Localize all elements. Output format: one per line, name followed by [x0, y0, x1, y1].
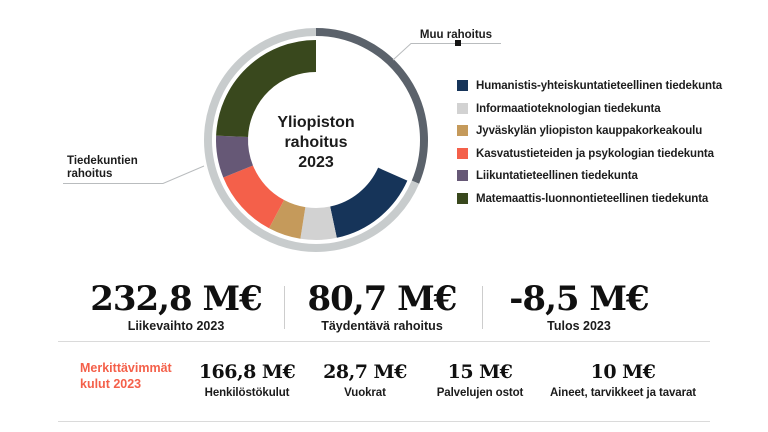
donut-inner-segment-3: [223, 164, 285, 229]
stat-divider: [284, 286, 285, 329]
legend-swatch-sport-icon: [457, 170, 468, 181]
legend-item: Kasvatustieteiden ja psykologian tiedeku…: [457, 147, 727, 160]
stat-value: 80,7 M€: [307, 279, 458, 319]
stat-divider: [482, 286, 483, 329]
legend-item: Liikuntatieteellinen tiedekunta: [457, 170, 727, 182]
donut-outer-segment-1: [204, 28, 420, 252]
stat-label: Tulos 2023: [547, 319, 611, 333]
callout-muu-rahoitus: Muu rahoitus: [419, 29, 493, 41]
expense-label: Henkilöstökulut: [204, 387, 290, 399]
expense-value: 10 M€: [590, 361, 656, 383]
donut-inner-segment-0: [329, 167, 408, 238]
legend-swatch-business-icon: [457, 125, 468, 136]
expense-aineet-tarvikkeet: 10 M€ Aineet, tarvikkeet ja tavarat: [538, 361, 708, 399]
stat-liikevaihto: 232,8 M€ Liikevaihto 2023: [72, 280, 280, 333]
expense-palvelujen-ostot: 15 M€ Palvelujen ostot: [395, 361, 565, 399]
horizontal-rule-bottom: [58, 421, 710, 422]
legend-label: Liikuntatieteellinen tiedekunta: [476, 170, 638, 182]
legend-swatch-humanities-icon: [457, 80, 468, 91]
stat-value: 232,8 M€: [90, 279, 263, 319]
expense-vuokrat: 28,7 M€ Vuokrat: [280, 361, 450, 399]
funding-donut-chart: [204, 28, 428, 252]
legend-label: Informaatioteknologian tiedekunta: [476, 102, 661, 115]
expense-label: Palvelujen ostot: [436, 387, 524, 399]
legend-label: Matemaattis-luonnontieteellinen tiedekun…: [476, 192, 709, 205]
expenses-title: Merkittävimmät kulut 2023: [80, 361, 172, 391]
stat-label: Täydentävä rahoitus: [321, 319, 443, 333]
legend-item: Matemaattis-luonnontieteellinen tiedekun…: [457, 192, 727, 205]
stat-tulos: -8,5 M€ Tulos 2023: [475, 280, 683, 333]
legend-swatch-it-icon: [457, 102, 468, 114]
donut-outer-segment-0: [315, 28, 428, 184]
faculty-legend: Humanistis-yhteiskuntatieteellinen tiede…: [457, 80, 727, 215]
stat-value: -8,5 M€: [509, 279, 649, 319]
expense-label: Aineet, tarvikkeet ja tavarat: [549, 387, 697, 399]
legend-label: Humanistis-yhteiskuntatieteellinen tiede…: [476, 80, 723, 92]
legend-item: Informaatioteknologian tiedekunta: [457, 102, 727, 115]
legend-swatch-education-icon: [457, 147, 468, 159]
legend-item: Jyväskylän yliopiston kauppakorkeakoulu: [457, 125, 727, 137]
donut-inner-segment-4: [216, 135, 254, 178]
callout-square-marker: [455, 40, 461, 46]
horizontal-rule-top: [58, 341, 710, 342]
legend-swatch-science-icon: [457, 192, 468, 204]
legend-label: Kasvatustieteiden ja psykologian tiedeku…: [476, 147, 714, 160]
stat-label: Liikevaihto 2023: [127, 319, 225, 333]
legend-label: Jyväskylän yliopiston kauppakorkeakoulu: [476, 125, 703, 137]
expense-henkilostokulut: 166,8 M€ Henkilöstökulut: [162, 361, 332, 399]
stat-taydentava-rahoitus: 80,7 M€ Täydentävä rahoitus: [278, 280, 486, 333]
expense-value: 28,7 M€: [323, 361, 407, 383]
expense-value: 15 M€: [447, 361, 513, 383]
callout-tiedekuntien-rahoitus: Tiedekuntien rahoitus: [67, 155, 138, 180]
expense-label: Vuokrat: [344, 387, 386, 399]
expense-value: 166,8 M€: [198, 361, 296, 383]
donut-inner-segment-1: [300, 206, 337, 240]
legend-item: Humanistis-yhteiskuntatieteellinen tiede…: [457, 80, 727, 92]
donut-center-title: Yliopiston rahoitus 2023: [277, 114, 355, 171]
donut-inner-segment-2: [269, 199, 306, 239]
donut-inner-segment-5: [216, 40, 317, 138]
